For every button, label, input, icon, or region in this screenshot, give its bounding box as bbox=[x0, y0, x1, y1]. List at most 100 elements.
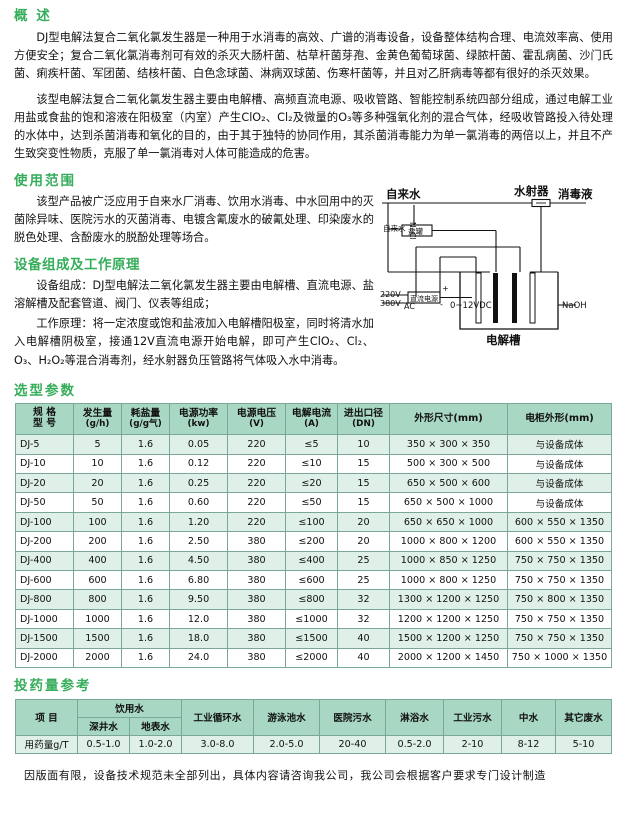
spec-cell-cabinet: 750 × 750 × 1350 bbox=[507, 628, 612, 649]
spec-cell-model: DJ-1500 bbox=[15, 628, 74, 649]
spec-cell-cabinet: 600 × 550 × 1350 bbox=[507, 511, 612, 533]
section-dosage: 投药量参考 项 目 饮用水 工业循环水 游泳池水 医院污水 淋浴水 工业污水 中… bbox=[14, 678, 613, 754]
schematic-label-salt-tank: 盐罐 bbox=[408, 226, 423, 236]
schematic-label-tap-water-side: 自来水 bbox=[383, 223, 406, 233]
dosage-header-industrial-sewage: 工业污水 bbox=[443, 698, 502, 736]
spec-cell-salt: 1.6 bbox=[121, 453, 170, 475]
spec-cell-dimensions: 650 × 500 × 1000 bbox=[389, 492, 508, 513]
overview-paragraph-2: 该型电解法复合二氧化氯发生器主要由电解槽、高频直流电源、吸收管路、智能控制系统四… bbox=[14, 92, 613, 161]
spec-cell-cabinet: 与设备成体 bbox=[507, 492, 612, 513]
spec-cell-cabinet: 750 × 800 × 1350 bbox=[507, 589, 612, 610]
schematic-label-disinfectant: 消毒液 bbox=[558, 187, 593, 201]
dosage-value-surface-water: 1.0-2.0 bbox=[129, 734, 182, 754]
spec-cell-model: DJ-2000 bbox=[15, 647, 74, 668]
dosage-header-hospital-sewage: 医院污水 bbox=[319, 698, 386, 736]
spec-cell-voltage: 220 bbox=[227, 453, 286, 475]
spec-cell-current: ≤20 bbox=[285, 473, 338, 494]
dosage-header-row-1: 项 目 饮用水 工业循环水 游泳池水 医院污水 淋浴水 工业污水 中水 其它废水 bbox=[15, 698, 612, 736]
spec-cell-current: ≤50 bbox=[285, 492, 338, 513]
dosage-header-deep-well: 深井水 bbox=[77, 716, 130, 736]
spec-cell-diameter: 40 bbox=[337, 647, 390, 668]
schematic-label-nacl: NaCl bbox=[408, 222, 417, 240]
dosage-value-industrial-sewage: 2-10 bbox=[443, 734, 502, 754]
spec-cell-power: 0.25 bbox=[169, 473, 228, 494]
spec-cell-power: 12.0 bbox=[169, 608, 228, 630]
spec-table: 规 格 型 号 发生量 (g/h) 耗盐量 (g/g气) 电源功率 (kw) bbox=[15, 403, 612, 668]
spec-cell-dimensions: 1000 × 850 × 1250 bbox=[389, 550, 508, 572]
schematic-label-minus: - bbox=[440, 300, 443, 309]
overview-heading: 概 述 bbox=[14, 8, 52, 24]
spec-header-model: 规 格 型 号 bbox=[15, 403, 74, 436]
table-row: DJ-2000 2000 1.6 24.0 380 ≤2000 40 2000 × 1200 … bbox=[15, 647, 612, 668]
scope-heading: 使用范围 bbox=[14, 172, 76, 189]
spec-cell-salt: 1.6 bbox=[121, 608, 170, 630]
spec-cell-voltage: 380 bbox=[227, 608, 286, 630]
spec-cell-current: ≤5 bbox=[285, 434, 338, 455]
schematic-label-power-supply: 直流电源 bbox=[410, 294, 438, 303]
spec-cell-power: 18.0 bbox=[169, 628, 228, 649]
table-row: DJ-100 100 1.6 1.20 220 ≤100 20 650 × 650 × 100… bbox=[15, 511, 612, 533]
right-schematic-column: 自来水 水射器 消毒液 自来水 NaCl 盐罐 220V 380V AC 直流电… bbox=[380, 173, 627, 352]
scope-paragraph: 该型产品被广泛应用于自来水厂消毒、饮用水消毒、中水回用中的灭菌除异味、医院污水的… bbox=[14, 195, 374, 245]
spec-cell-power: 2.50 bbox=[169, 531, 228, 552]
spec-cell-salt: 1.6 bbox=[121, 589, 170, 610]
table-row: DJ-600 600 1.6 6.80 380 ≤600 25 1000 × 800 × 12… bbox=[15, 570, 612, 591]
spec-cell-model: DJ-800 bbox=[15, 589, 74, 610]
spec-cell-current: ≤10 bbox=[285, 453, 338, 475]
spec-header-power: 电源功率 (kw) bbox=[169, 403, 228, 436]
spec-cell-diameter: 15 bbox=[337, 473, 390, 494]
dosage-table: 项 目 饮用水 工业循环水 游泳池水 医院污水 淋浴水 工业污水 中水 其它废水… bbox=[15, 698, 612, 754]
spec-cell-diameter: 20 bbox=[337, 531, 390, 552]
dosage-value-swimming-pool: 2.0-5.0 bbox=[253, 734, 320, 754]
spec-cell-model: DJ-600 bbox=[15, 570, 74, 591]
spec-cell-power: 24.0 bbox=[169, 647, 228, 668]
spec-cell-current: ≤1000 bbox=[285, 608, 338, 630]
spec-cell-voltage: 380 bbox=[227, 647, 286, 668]
spec-cell-cabinet: 750 × 750 × 1350 bbox=[507, 550, 612, 572]
table-row: DJ-5 5 1.6 0.05 220 ≤5 10 350 × 300 × 350 与设备成体 bbox=[15, 434, 612, 455]
table-row: DJ-200 200 1.6 2.50 380 ≤200 20 1000 × 800 × 12… bbox=[15, 531, 612, 552]
scope-and-schematic-row: 使用范围 该型产品被广泛应用于自来水厂消毒、饮用水消毒、中水回用中的灭菌除异味、… bbox=[14, 173, 613, 379]
dosage-value-row: 用药量g/T 0.5-1.0 1.0-2.0 3.0-8.0 2.0-5.0 2… bbox=[15, 734, 612, 754]
spec-cell-model: DJ-10 bbox=[15, 453, 74, 475]
spec-cell-current: ≤800 bbox=[285, 589, 338, 610]
dosage-row-label: 用药量g/T bbox=[15, 734, 78, 754]
spec-cell-salt: 1.6 bbox=[121, 511, 170, 533]
table-row: DJ-400 400 1.6 4.50 380 ≤400 25 1000 × 850 × 12… bbox=[15, 550, 612, 572]
spec-cell-salt: 1.6 bbox=[121, 473, 170, 494]
dosage-value-other-wastewater: 5-10 bbox=[555, 734, 612, 754]
spec-cell-voltage: 380 bbox=[227, 550, 286, 572]
table-row: DJ-1000 1000 1.6 12.0 380 ≤1000 32 1200 × 1200 … bbox=[15, 608, 612, 630]
dosage-header-item: 项 目 bbox=[15, 698, 78, 736]
spec-cell-cabinet: 与设备成体 bbox=[507, 453, 612, 475]
spec-cell-power: 0.60 bbox=[169, 492, 228, 513]
spec-cell-salt: 1.6 bbox=[121, 550, 170, 572]
spec-cell-power: 0.12 bbox=[169, 453, 228, 475]
spec-heading: 选型参数 bbox=[14, 382, 76, 399]
spec-cell-output: 100 bbox=[73, 511, 122, 533]
dosage-header-shower-water: 淋浴水 bbox=[385, 698, 444, 736]
table-row: DJ-800 800 1.6 9.50 380 ≤800 32 1300 × 1200 × 1… bbox=[15, 589, 612, 610]
composition-paragraph-2: 工作原理：将一定浓度或饱和盐液加入电解槽阳极室，同时将清水加入电解槽阴极室，接通… bbox=[14, 317, 374, 367]
spec-cell-dimensions: 2000 × 1200 × 1450 bbox=[389, 647, 508, 668]
spec-cell-diameter: 15 bbox=[337, 492, 390, 513]
spec-cell-diameter: 32 bbox=[337, 589, 390, 610]
spec-cell-diameter: 32 bbox=[337, 608, 390, 630]
dosage-value-industrial-circulating: 3.0-8.0 bbox=[181, 734, 254, 754]
spec-cell-dimensions: 1000 × 800 × 1200 bbox=[389, 531, 508, 552]
spec-cell-output: 20 bbox=[73, 473, 122, 494]
dosage-header-swimming-pool: 游泳池水 bbox=[253, 698, 320, 736]
spec-cell-current: ≤100 bbox=[285, 511, 338, 533]
spec-cell-salt: 1.6 bbox=[121, 628, 170, 649]
spec-cell-salt: 1.6 bbox=[121, 570, 170, 591]
spec-cell-current: ≤1500 bbox=[285, 628, 338, 649]
spec-cell-voltage: 380 bbox=[227, 589, 286, 610]
section-scope: 使用范围 该型产品被广泛应用于自来水厂消毒、饮用水消毒、中水回用中的灭菌除异味、… bbox=[14, 173, 374, 248]
spec-cell-current: ≤200 bbox=[285, 531, 338, 552]
spec-cell-diameter: 25 bbox=[337, 570, 390, 591]
composition-heading: 设备组成及工作原理 bbox=[14, 256, 140, 273]
spec-cell-model: DJ-20 bbox=[15, 473, 74, 494]
section-composition: 设备组成及工作原理 设备组成：DJ型电解法二氧化氯发生器主要由电解槽、直流电源、… bbox=[14, 257, 374, 370]
spec-cell-output: 600 bbox=[73, 570, 122, 591]
dosage-header-reclaimed-water: 中水 bbox=[501, 698, 556, 736]
